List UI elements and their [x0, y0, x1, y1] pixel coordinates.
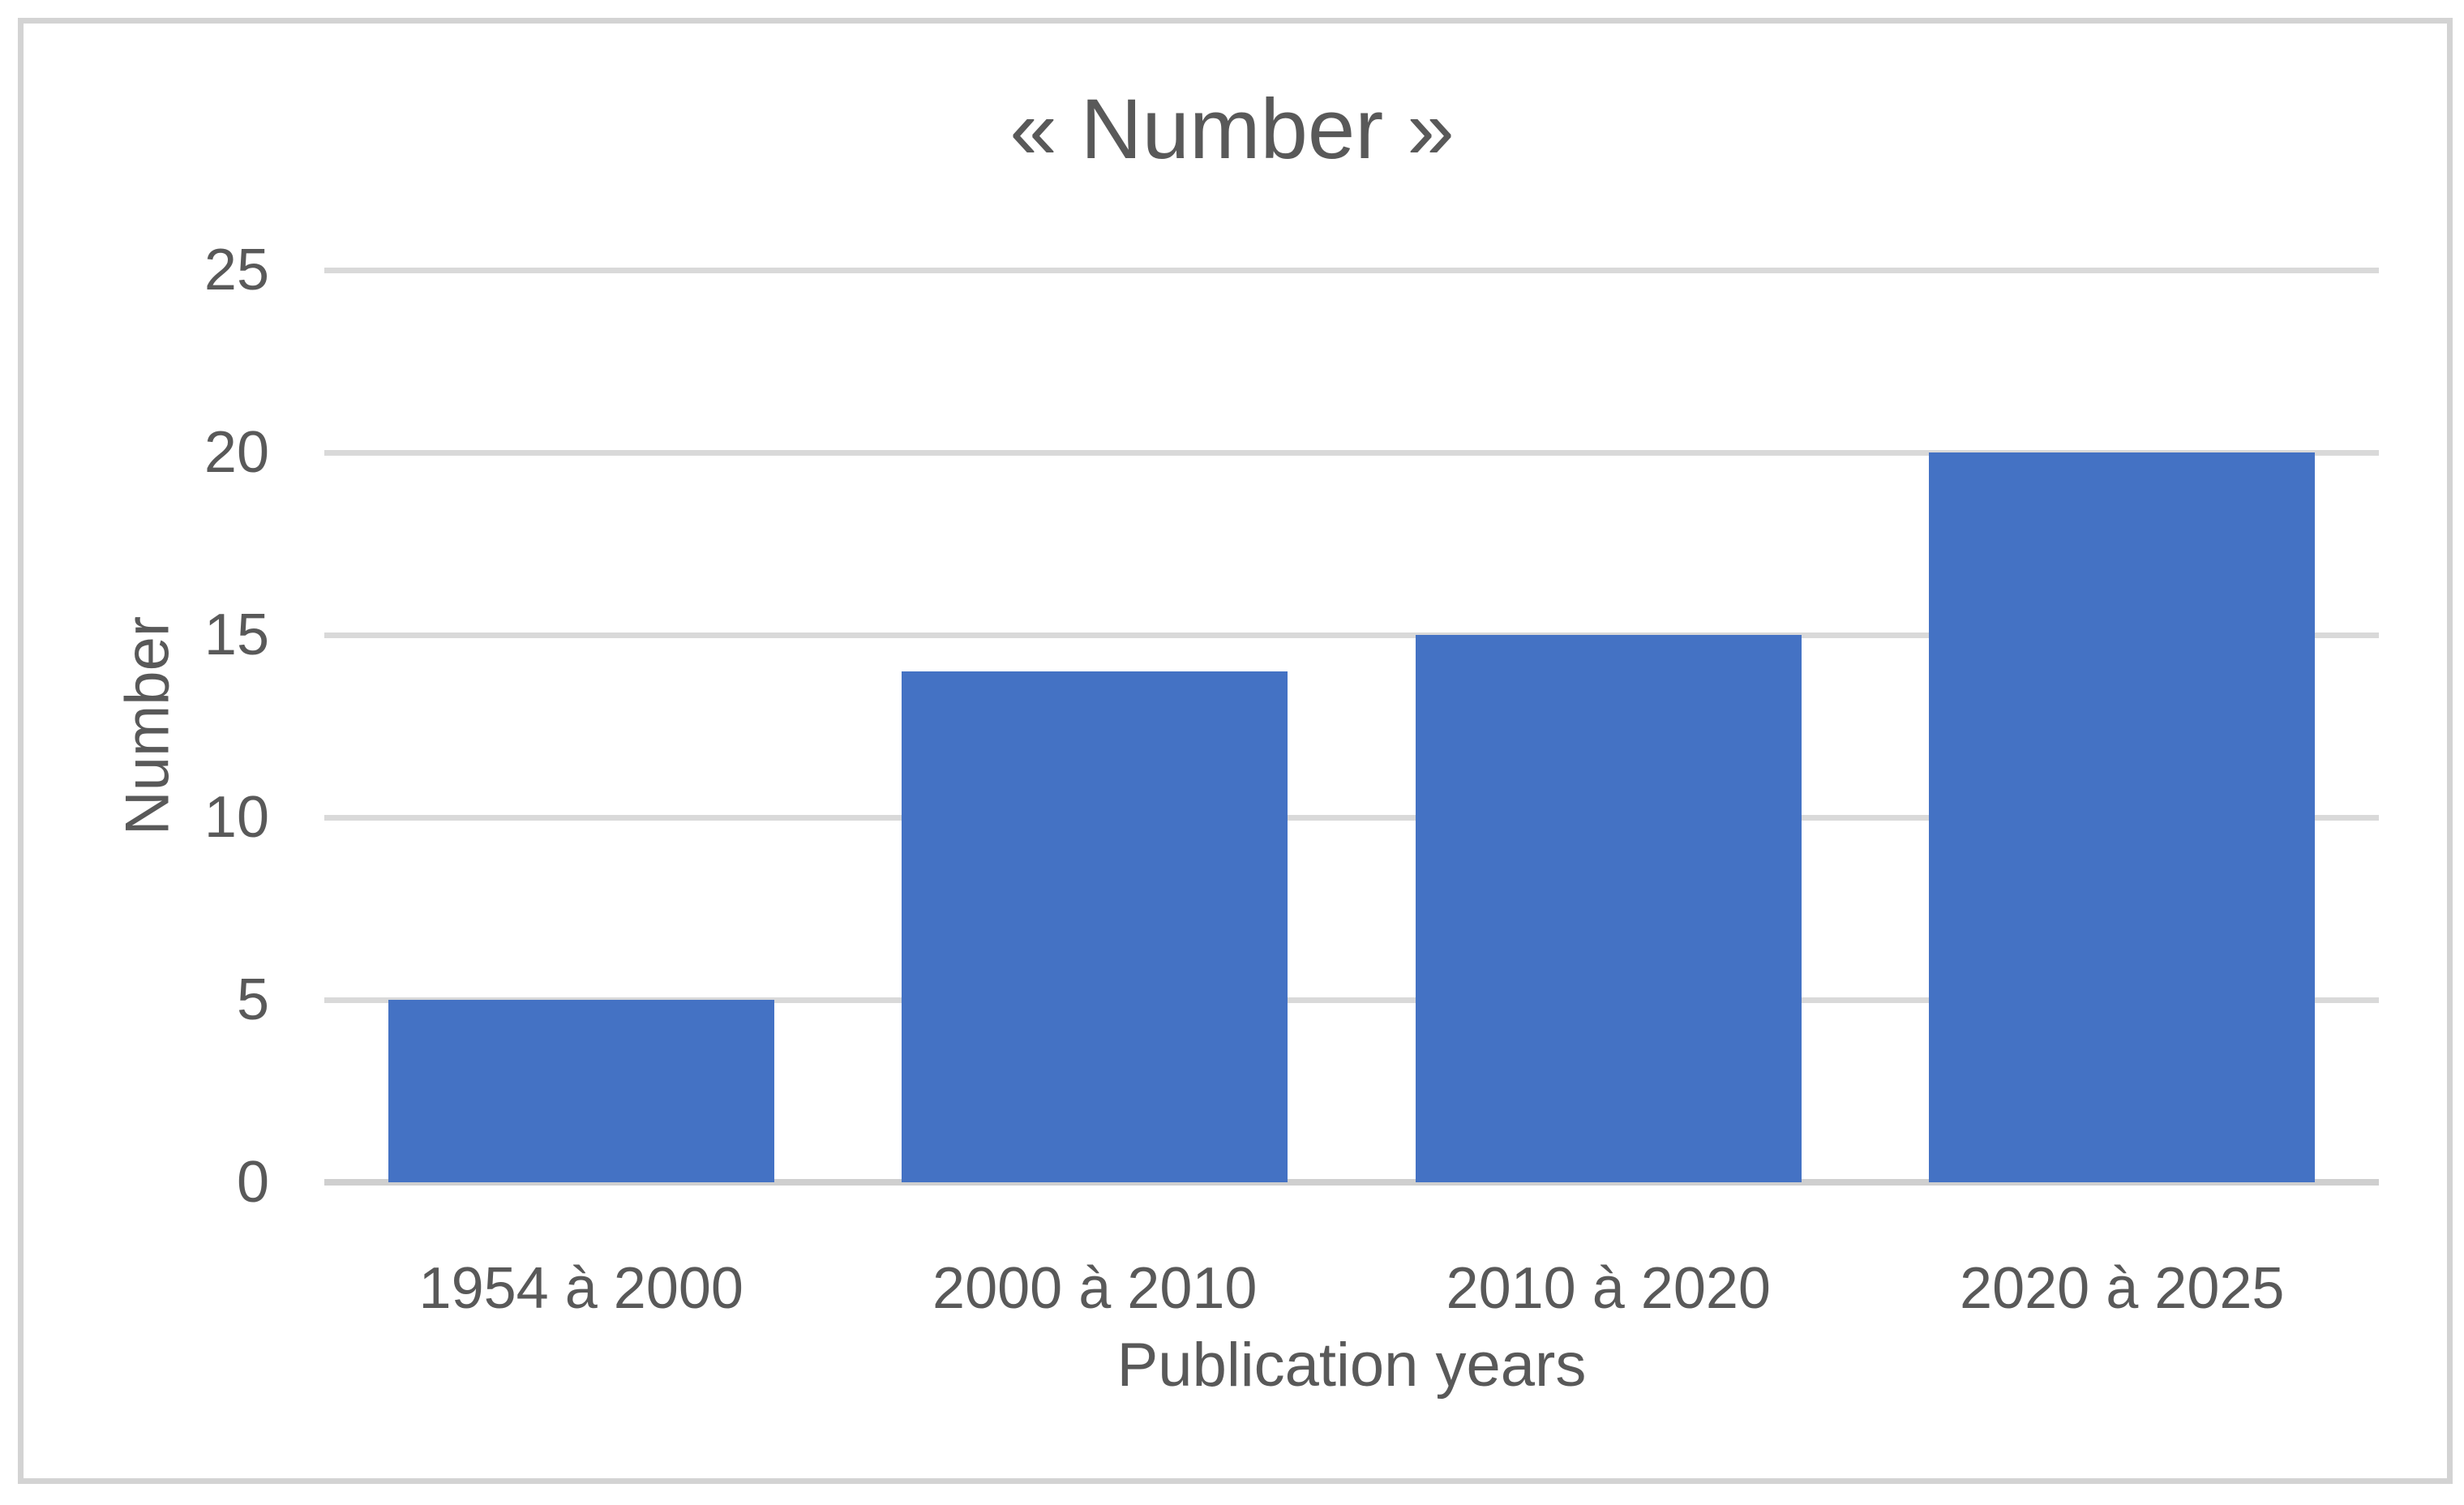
x-tick-label: 1954 à 2000	[418, 1256, 743, 1321]
chart-title: « Number »	[1009, 82, 1455, 177]
y-tick-label: 10	[204, 785, 269, 850]
y-gridline	[324, 450, 2379, 456]
y-gridline	[324, 997, 2379, 1003]
bar-1954 à 2000	[388, 1000, 774, 1182]
x-tick-label: 2000 à 2010	[932, 1256, 1258, 1321]
x-axis-line	[324, 1179, 2379, 1186]
y-tick-label: 5	[236, 967, 269, 1032]
y-tick-label: 0	[236, 1150, 269, 1215]
bar-2020 à 2025	[1929, 452, 2316, 1182]
x-tick-label: 2020 à 2025	[1960, 1256, 2285, 1321]
y-tick-label: 15	[204, 602, 269, 667]
y-gridline	[324, 632, 2379, 638]
x-axis-title: Publication years	[1116, 1331, 1587, 1400]
bar-2000 à 2010	[902, 671, 1288, 1182]
y-gridline	[324, 815, 2379, 821]
x-tick-label: 2010 à 2020	[1446, 1256, 1771, 1321]
y-gridline	[324, 268, 2379, 273]
y-tick-label: 25	[204, 238, 269, 302]
plot-area	[324, 268, 2379, 1186]
y-tick-label: 20	[204, 420, 269, 485]
bar-2010 à 2020	[1415, 635, 1802, 1182]
